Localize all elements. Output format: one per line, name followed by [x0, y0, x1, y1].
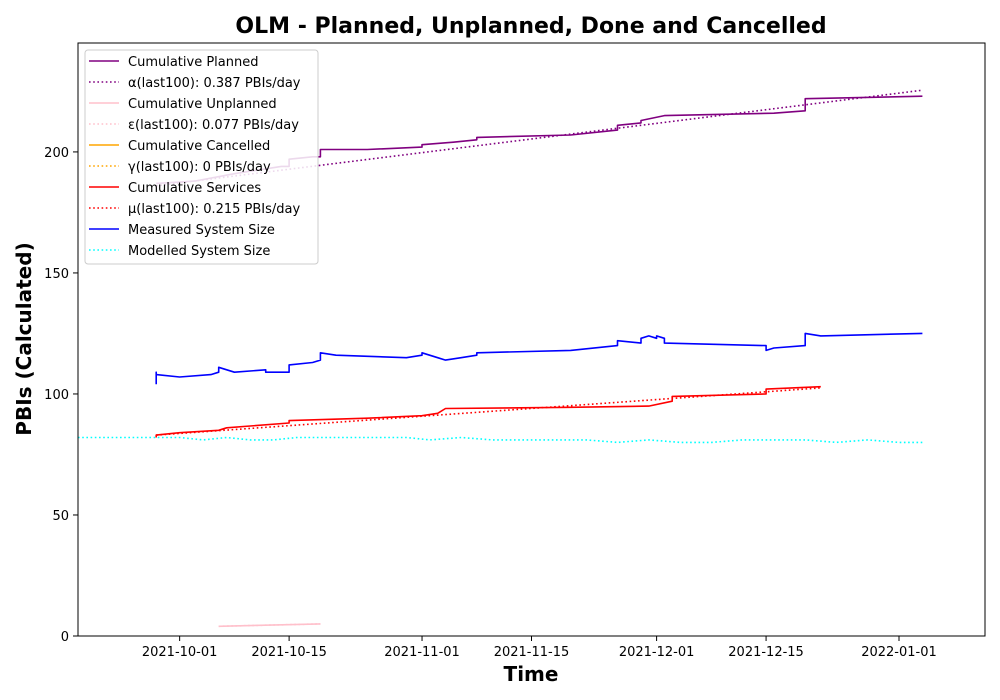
legend: Cumulative Planned α(last100): 0.387 PBIs… [84, 49, 319, 265]
series-line-9 [78, 436, 923, 444]
y-tick-label: 100 [44, 388, 69, 403]
y-tick-label: 50 [52, 509, 69, 524]
legend-label: Modelled System Size [128, 244, 270, 259]
x-tick-label: 2021-12-01 [619, 645, 695, 660]
legend-label: ε(last100): 0.077 PBIs/day [128, 118, 299, 133]
x-axis-label: Time [504, 662, 559, 686]
y-axis-label: PBIs (Calculated) [12, 242, 36, 435]
legend-label: α(last100): 0.387 PBIs/day [128, 76, 301, 91]
x-tick-label: 2021-12-15 [728, 645, 804, 660]
x-axis-ticks: 2021-10-01 2021-10-15 2021-11-01 2021-11-15… [142, 636, 937, 660]
legend-label: Cumulative Cancelled [128, 139, 270, 154]
legend-label: Cumulative Unplanned [128, 97, 277, 112]
x-tick-label: 2021-11-15 [494, 645, 570, 660]
y-tick-label: 0 [61, 630, 69, 645]
x-tick-label: 2021-11-01 [384, 645, 460, 660]
series-line-1 [156, 89, 923, 187]
chart-title: OLM - Planned, Unplanned, Done and Cance… [235, 14, 826, 39]
legend-box [84, 49, 319, 265]
legend-label: Cumulative Planned [128, 55, 258, 70]
legend-label: γ(last100): 0 PBIs/day [128, 160, 271, 175]
series-line-7 [156, 387, 821, 436]
x-tick-label: 2022-01-01 [861, 645, 937, 660]
x-tick-label: 2021-10-01 [142, 645, 218, 660]
x-tick-label: 2021-10-15 [251, 645, 327, 660]
y-axis-ticks: 0 50 100 150 200 [44, 146, 78, 645]
series-layer [78, 89, 923, 628]
legend-label: Cumulative Services [128, 181, 261, 196]
legend-label: μ(last100): 0.215 PBIs/day [128, 202, 300, 217]
legend-label: Measured System Size [128, 223, 275, 238]
y-tick-label: 200 [44, 146, 69, 161]
series-line-8 [155, 332, 923, 385]
series-line-3 [218, 623, 321, 628]
y-tick-label: 150 [44, 267, 69, 282]
